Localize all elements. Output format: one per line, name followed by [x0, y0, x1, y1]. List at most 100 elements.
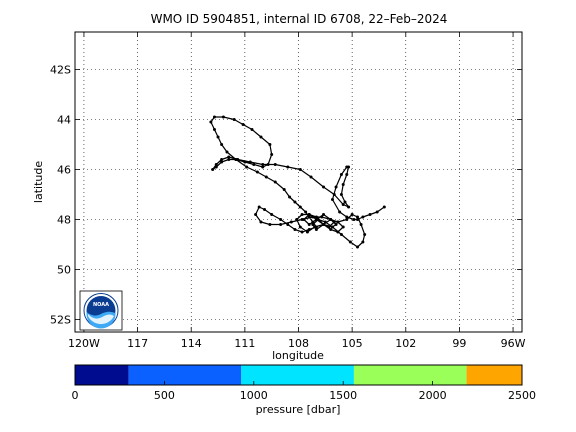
trajectory-point	[295, 218, 299, 221]
x-tick-label: 120W	[68, 337, 100, 350]
trajectory-point	[336, 220, 340, 224]
colorbar-label: pressure [dbar]	[256, 403, 341, 416]
colorbar-tick-label: 500	[154, 389, 175, 402]
colorbar-tick-label: 2000	[419, 389, 447, 402]
y-tick-label: 42S	[50, 64, 71, 77]
trajectory-point	[341, 183, 345, 186]
trajectory-point	[252, 163, 256, 166]
trajectory-point	[341, 203, 345, 206]
trajectory-point	[322, 185, 326, 189]
trajectory-point	[332, 193, 336, 196]
trajectory-point	[254, 213, 258, 216]
trajectory-point	[298, 225, 302, 229]
trajectory-point	[243, 160, 247, 164]
trajectory-point	[330, 198, 334, 201]
trajectory-point	[356, 215, 360, 219]
x-axis-label: longitude	[272, 349, 324, 362]
colorbar-tick-label: 2500	[508, 389, 536, 402]
colorbar-tick-label: 0	[72, 389, 79, 402]
trajectory-point	[214, 165, 218, 169]
trajectory-point	[220, 160, 224, 164]
trajectory-point	[348, 240, 352, 244]
trajectory-point	[329, 218, 333, 221]
trajectory-point	[212, 128, 216, 131]
trajectory-point	[270, 213, 274, 216]
y-tick-label: 50	[57, 264, 71, 277]
trajectory-point	[270, 153, 274, 156]
trajectory-point	[286, 223, 290, 226]
trajectory-point	[261, 163, 265, 166]
trajectory-point	[314, 215, 318, 219]
trajectory-point	[302, 218, 306, 221]
trajectory-point	[311, 220, 315, 224]
y-tick-label: 44	[57, 114, 71, 127]
trajectory-point	[338, 210, 342, 214]
trajectory-point	[322, 213, 326, 216]
colorbar-band	[75, 365, 129, 385]
trajectory-point	[273, 180, 277, 184]
colorbar-frame	[74, 364, 523, 386]
noaa-logo: NOAA	[79, 290, 123, 331]
trajectory-point	[220, 158, 224, 161]
grid-lines	[75, 32, 522, 332]
trajectory-point	[263, 208, 267, 211]
trajectory-point	[334, 223, 338, 226]
colorbar-band	[466, 365, 522, 385]
trajectory-point	[216, 135, 220, 139]
trajectory-point	[212, 115, 216, 119]
trajectory-point	[220, 143, 224, 146]
y-tick-label: 52S	[50, 314, 71, 327]
trajectory-point	[227, 158, 231, 161]
trajectory-point	[232, 118, 236, 121]
trajectory-point	[300, 213, 304, 216]
trajectory-point	[336, 230, 340, 234]
trajectory-point	[259, 220, 263, 224]
trajectory-point	[382, 205, 386, 209]
trajectory-point	[359, 223, 363, 226]
trajectory-point	[261, 165, 265, 169]
noaa-logo-text: NOAA	[93, 302, 109, 308]
colorbar-ticks: 0 500 1000 1500 2000 2500	[72, 381, 536, 402]
x-tick-label: 99	[452, 337, 466, 350]
x-tick-label: 108	[288, 337, 309, 350]
trajectory-point	[257, 205, 261, 209]
trajectory-point	[250, 128, 254, 131]
x-tick-label: 114	[181, 337, 202, 350]
trajectory-point	[356, 218, 360, 221]
trajectory-point	[307, 213, 311, 216]
trajectory-point	[241, 123, 245, 126]
trajectory-point	[307, 223, 311, 226]
chart-title: WMO ID 5904851, internal ID 6708, 22–Feb…	[151, 12, 448, 26]
x-tick-label: 96W	[501, 337, 526, 350]
x-tick-label: 105	[342, 337, 363, 350]
colorbar-band	[241, 365, 354, 385]
trajectory-point	[311, 215, 315, 219]
trajectory-point	[356, 245, 360, 249]
trajectory-point	[314, 218, 318, 221]
trajectory-point	[268, 143, 272, 146]
trajectory-point	[375, 210, 379, 214]
trajectory-point	[330, 225, 334, 229]
trajectory-point	[266, 163, 270, 166]
y-tick-label: 46	[57, 164, 71, 177]
plot-area: 120W 117 114 111 108 105 102 99 96W 42S 44 46 48 50 5…	[50, 31, 526, 350]
trajectory-point	[352, 218, 356, 221]
trajectory-point	[234, 158, 238, 161]
trajectory-point	[248, 160, 252, 164]
trajectory-point	[259, 135, 263, 139]
trajectory-point	[309, 175, 313, 179]
trajectory-point	[221, 115, 225, 119]
trajectory-point	[225, 150, 229, 154]
trajectory-point	[289, 220, 293, 224]
trajectory-point	[361, 215, 365, 219]
trajectory-point	[334, 185, 338, 189]
y-tick-label: 48	[57, 214, 71, 227]
trajectory-point	[339, 233, 343, 236]
trajectory-point	[320, 215, 324, 219]
trajectory-point	[363, 233, 367, 236]
x-axis-ticks: 120W 117 114 111 108 105 102 99 96W	[68, 32, 526, 350]
trajectory-point	[322, 223, 326, 226]
y-axis-label: latitude	[32, 161, 45, 203]
trajectory-point	[282, 188, 286, 191]
